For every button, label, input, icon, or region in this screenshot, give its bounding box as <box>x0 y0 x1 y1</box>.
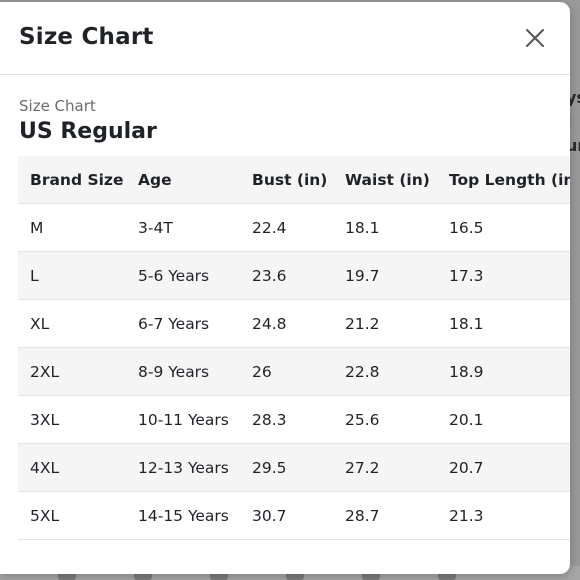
table-cell: 12-13 Years <box>138 443 252 492</box>
table-cell: 14-15 Years <box>138 491 252 540</box>
table-cell: 21.3 <box>449 491 570 540</box>
chart-label: Size Chart <box>19 97 96 115</box>
table-row: 2XL 8-9 Years 26 22.8 18.9 <box>18 347 570 396</box>
table-cell: M <box>18 203 138 252</box>
table-cell: 20.7 <box>449 443 570 492</box>
modal-header: Size Chart <box>0 2 570 75</box>
table-cell: 3-4T <box>138 203 252 252</box>
close-icon <box>526 29 544 47</box>
table-cell: L <box>18 251 138 300</box>
column-header-waist: Waist (in) <box>345 156 449 204</box>
table-cell: 4XL <box>18 443 138 492</box>
table-row: 3XL 10-11 Years 28.3 25.6 20.1 <box>18 395 570 444</box>
table-cell: 24.8 <box>252 299 345 348</box>
table-cell: 8-9 Years <box>138 347 252 396</box>
table-cell: 5-6 Years <box>138 251 252 300</box>
column-header-brand-size: Brand Size <box>18 156 138 204</box>
size-chart-modal: Size Chart Size Chart US Regular Brand S… <box>0 2 570 574</box>
table-header-row: Brand Size Age Bust (in) Waist (in) Top … <box>18 156 570 204</box>
table-cell: 2XL <box>18 347 138 396</box>
table-cell: 6-7 Years <box>138 299 252 348</box>
table-cell: 27.2 <box>345 443 449 492</box>
table-cell: 16.5 <box>449 203 570 252</box>
table-row: M 3-4T 22.4 18.1 16.5 <box>18 203 570 252</box>
table-cell: 3XL <box>18 395 138 444</box>
table-cell: 17.3 <box>449 251 570 300</box>
table-cell: 28.7 <box>345 491 449 540</box>
table-cell: 20.1 <box>449 395 570 444</box>
chart-region-title: US Regular <box>19 119 157 144</box>
table-cell: 21.2 <box>345 299 449 348</box>
column-header-bust: Bust (in) <box>252 156 345 204</box>
table-cell: XL <box>18 299 138 348</box>
table-cell: 26 <box>252 347 345 396</box>
table-cell: 22.8 <box>345 347 449 396</box>
table-cell: 29.5 <box>252 443 345 492</box>
table-cell: 25.6 <box>345 395 449 444</box>
modal-title: Size Chart <box>19 24 154 50</box>
table-row: 5XL 14-15 Years 30.7 28.7 21.3 <box>18 491 570 540</box>
table-cell: 18.1 <box>345 203 449 252</box>
table-cell: 22.4 <box>252 203 345 252</box>
table-row: XL 6-7 Years 24.8 21.2 18.1 <box>18 299 570 348</box>
table-cell: 19.7 <box>345 251 449 300</box>
table-row: 4XL 12-13 Years 29.5 27.2 20.7 <box>18 443 570 492</box>
column-header-age: Age <box>138 156 252 204</box>
size-table: Brand Size Age Bust (in) Waist (in) Top … <box>18 156 570 540</box>
table-row: L 5-6 Years 23.6 19.7 17.3 <box>18 251 570 300</box>
table-cell: 23.6 <box>252 251 345 300</box>
column-header-top-length: Top Length (in) <box>449 156 570 204</box>
table-cell: 28.3 <box>252 395 345 444</box>
table-cell: 30.7 <box>252 491 345 540</box>
size-table-container[interactable]: Brand Size Age Bust (in) Waist (in) Top … <box>18 156 570 540</box>
table-cell: 5XL <box>18 491 138 540</box>
table-cell: 10-11 Years <box>138 395 252 444</box>
close-button[interactable] <box>518 21 552 55</box>
table-cell: 18.9 <box>449 347 570 396</box>
table-cell: 18.1 <box>449 299 570 348</box>
